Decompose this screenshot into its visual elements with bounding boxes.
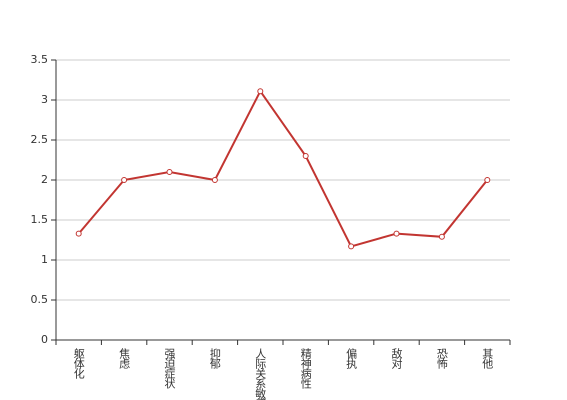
point — [348, 243, 355, 250]
x-tick-label: 躯体化 — [72, 348, 85, 380]
x-tick-label: 精神病性 — [299, 348, 312, 390]
point — [257, 88, 264, 95]
x-tick-label: 强迫症状 — [163, 348, 176, 389]
x-tick-label: 人际关系敏感 — [254, 348, 267, 400]
point — [121, 177, 128, 183]
y-tick-label: 0.5 — [31, 293, 49, 306]
x-tick-label: 恐怖 — [435, 348, 448, 369]
y-tick-label: 1.5 — [31, 213, 49, 226]
x-tick-label: 敌对 — [390, 347, 403, 369]
y-tick-label: 3 — [41, 93, 48, 106]
x-tick-label: 偏执 — [345, 347, 358, 370]
point — [438, 233, 445, 240]
y-tick-label: 3.5 — [31, 53, 49, 66]
point — [166, 169, 173, 175]
x-tick-label: 其他 — [481, 348, 494, 369]
point — [393, 230, 400, 237]
y-tick-label: 1 — [41, 253, 48, 266]
x-tick-label: 焦虑 — [118, 348, 131, 369]
point — [211, 177, 218, 183]
y-tick-label: 0 — [41, 333, 48, 346]
y-tick-label: 2.5 — [31, 133, 49, 146]
point — [75, 230, 82, 237]
point — [484, 177, 491, 183]
x-tick-label: 抑郁 — [208, 347, 221, 369]
line — [77, 89, 489, 248]
y-tick-label: 2 — [41, 173, 48, 186]
point — [302, 153, 309, 159]
